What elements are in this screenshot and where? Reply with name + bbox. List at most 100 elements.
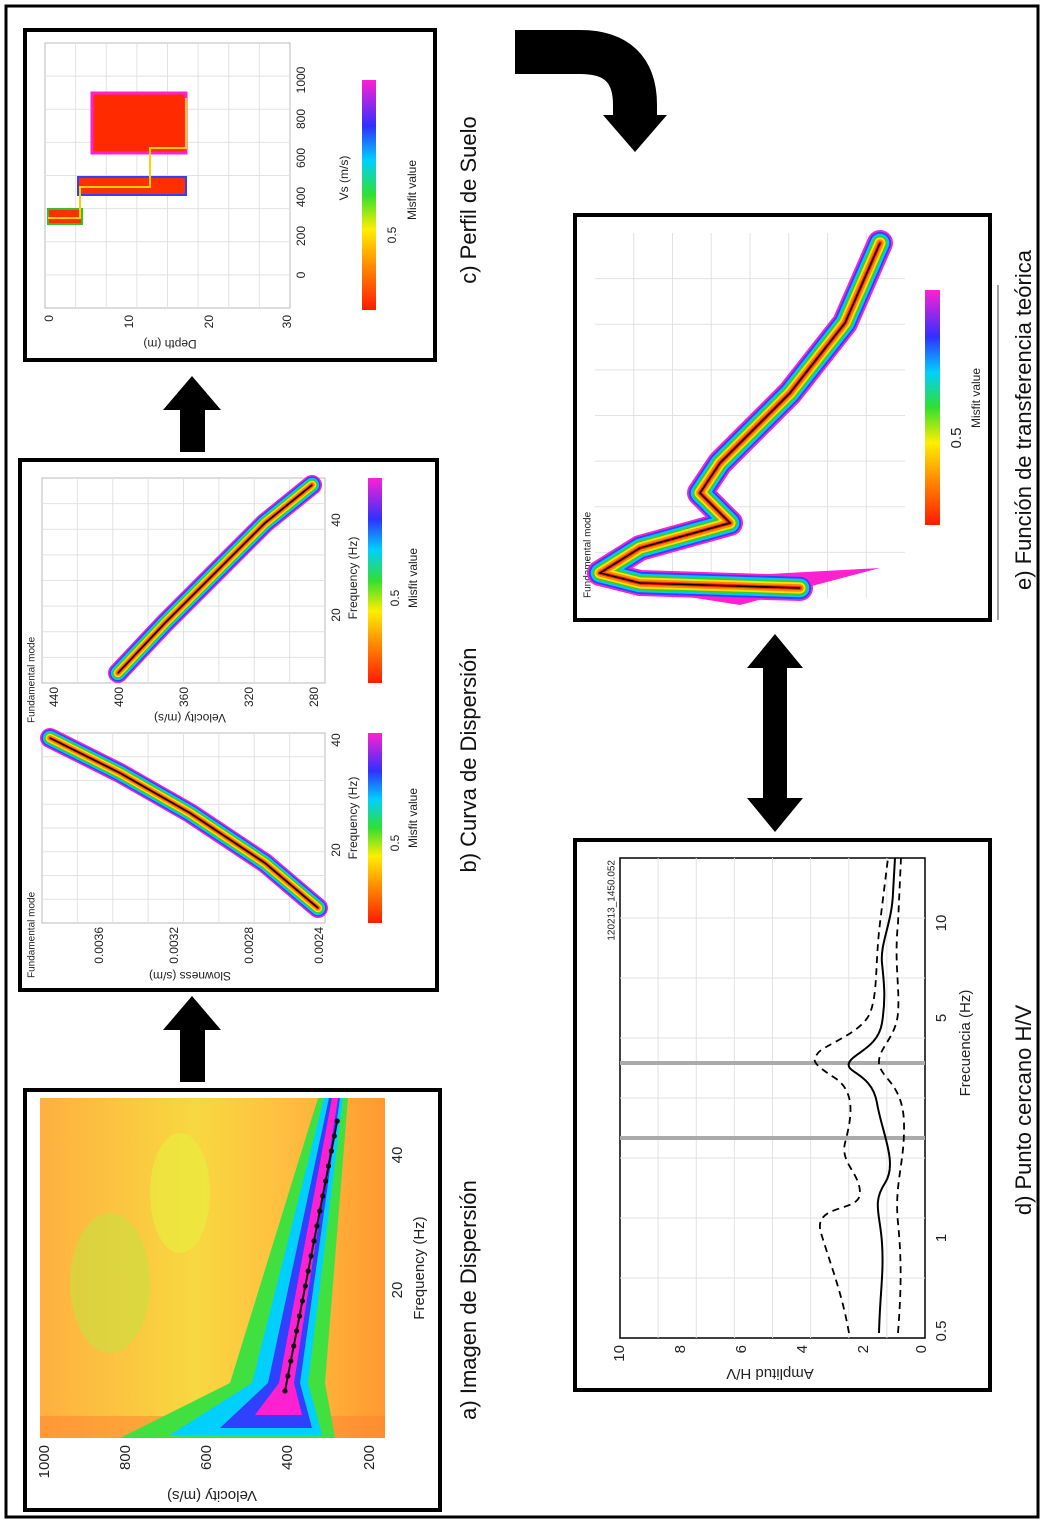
double-arrow	[747, 634, 803, 832]
y-axis-title: Velocity (m/s)	[154, 711, 226, 725]
y-tick-label: 320	[242, 687, 256, 707]
x-tick-label: 40	[389, 1147, 406, 1164]
x-tick-label: 20	[329, 608, 343, 622]
plot-title: Fundamental mode	[27, 636, 38, 723]
y-tick-label: 360	[177, 687, 191, 707]
pick-point	[282, 1388, 288, 1394]
colorbar-tick: 0.5	[388, 834, 402, 851]
x-tick-label: 200	[294, 226, 308, 246]
pick-point	[285, 1373, 291, 1379]
pick-point	[331, 1133, 337, 1139]
caption: e) Función de transferencia teórica	[1011, 249, 1036, 590]
x-axis-title: Vs (m/s)	[337, 156, 351, 201]
y-tick-label: 200	[361, 1445, 378, 1470]
x-tick-label: 20	[389, 1282, 406, 1299]
y-tick-label: 1000	[36, 1445, 53, 1478]
y-tick-label: 8	[672, 1345, 689, 1353]
pick-point	[311, 1238, 317, 1244]
y-tick-label: 20	[202, 315, 216, 329]
x-tick-label: 600	[294, 148, 308, 168]
pick-point	[302, 1283, 308, 1289]
pick-point	[296, 1313, 303, 1319]
colorbar-title: Misfit value	[406, 788, 420, 848]
arrow	[163, 376, 221, 452]
caption: d) Punto cercano H/V	[1011, 1005, 1036, 1216]
x-tick-label: 400	[294, 187, 308, 207]
pick-point	[299, 1298, 305, 1304]
x-axis-title: Frecuencia (Hz)	[957, 990, 974, 1097]
colorbar-title: Misfit value	[406, 548, 420, 608]
y-tick-label: 400	[112, 687, 126, 707]
heatmap-band	[255, 1098, 338, 1415]
y-axis-title: Amplitud H/V	[726, 1365, 814, 1382]
y-tick-label: 0.0032	[167, 927, 181, 964]
profile-block	[90, 91, 188, 155]
y-axis-title: Slowness (s/m)	[149, 969, 231, 983]
y-tick-label: 2	[855, 1345, 872, 1353]
pick-point	[320, 1193, 326, 1199]
colorbar-tick: 0.5	[948, 428, 965, 449]
y-tick-label: 0.0036	[92, 927, 106, 964]
y-tick-label: 280	[307, 687, 321, 707]
hv-curve-lower	[878, 857, 905, 1334]
best-curve	[49, 737, 319, 909]
plot-title: Fundamental mode	[583, 511, 594, 598]
x-axis-title: Frequency (Hz)	[346, 537, 360, 620]
caption: a) Imagen de Dispersión	[456, 1180, 481, 1420]
x-axis-title: Frequency (Hz)	[411, 1216, 428, 1319]
pick-point	[323, 1178, 329, 1184]
colorbar	[362, 80, 376, 310]
y-tick-label: 6	[733, 1345, 750, 1353]
arrow-head	[603, 115, 667, 152]
rotated-layout: 1000 800 600 400 200 20 40 Frequency (Hz…	[18, 28, 1036, 1512]
profile-block	[47, 208, 83, 225]
x-tick-label: 40	[329, 513, 343, 527]
plot-title: 120213_1450.052	[607, 860, 618, 941]
pick-point	[314, 1223, 320, 1229]
colorbar-tick: 0.5	[388, 589, 402, 606]
pick-point	[325, 1163, 332, 1169]
pick-point	[308, 1253, 314, 1259]
x-axis-title: Frequency (Hz)	[346, 777, 360, 860]
y-tick-label: 30	[280, 315, 294, 329]
pick-point	[288, 1358, 294, 1364]
y-tick-label: 800	[117, 1445, 134, 1470]
y-tick-label: 0.0028	[242, 927, 256, 964]
colorbar	[925, 290, 940, 525]
pick-point	[294, 1328, 300, 1334]
profile-line	[48, 98, 187, 219]
y-tick-label: 0.0024	[312, 927, 326, 964]
y-tick-label: 600	[198, 1445, 215, 1470]
y-axis-title: Velocity (m/s)	[167, 1487, 257, 1504]
y-tick-label: 400	[279, 1445, 296, 1470]
y-tick-label: 10	[611, 1345, 628, 1362]
heatmap-blob	[70, 1213, 150, 1353]
pick-point	[291, 1343, 297, 1349]
pick-point	[317, 1208, 323, 1214]
y-tick-label: 440	[47, 687, 61, 707]
x-tick-label: 40	[329, 733, 343, 747]
colorbar	[368, 478, 382, 683]
x-tick-label: 5	[933, 1014, 950, 1022]
caption: b) Curva de Dispersión	[456, 648, 481, 873]
y-tick-label: 0	[913, 1345, 930, 1353]
outer-border	[4, 4, 1040, 1519]
colorbar	[368, 733, 382, 923]
y-tick-label: 10	[122, 315, 136, 329]
x-tick-label: 0.5	[933, 1321, 950, 1342]
caption: c) Perfil de Suelo	[456, 116, 481, 284]
arrow	[163, 996, 221, 1082]
x-tick-label: 800	[294, 109, 308, 129]
pick-point	[334, 1118, 340, 1124]
colorbar-title: Misfit value	[405, 160, 419, 220]
y-tick-label: 0	[42, 315, 56, 322]
best-curve	[598, 242, 881, 589]
curved-arrow	[515, 30, 657, 118]
pick-point	[305, 1268, 311, 1274]
heatmap-blob	[150, 1133, 210, 1253]
hv-curve	[847, 857, 896, 1334]
colorbar-tick: 0.5	[385, 226, 399, 243]
x-tick-label: 1	[933, 1234, 950, 1242]
x-tick-label: 20	[329, 843, 343, 857]
